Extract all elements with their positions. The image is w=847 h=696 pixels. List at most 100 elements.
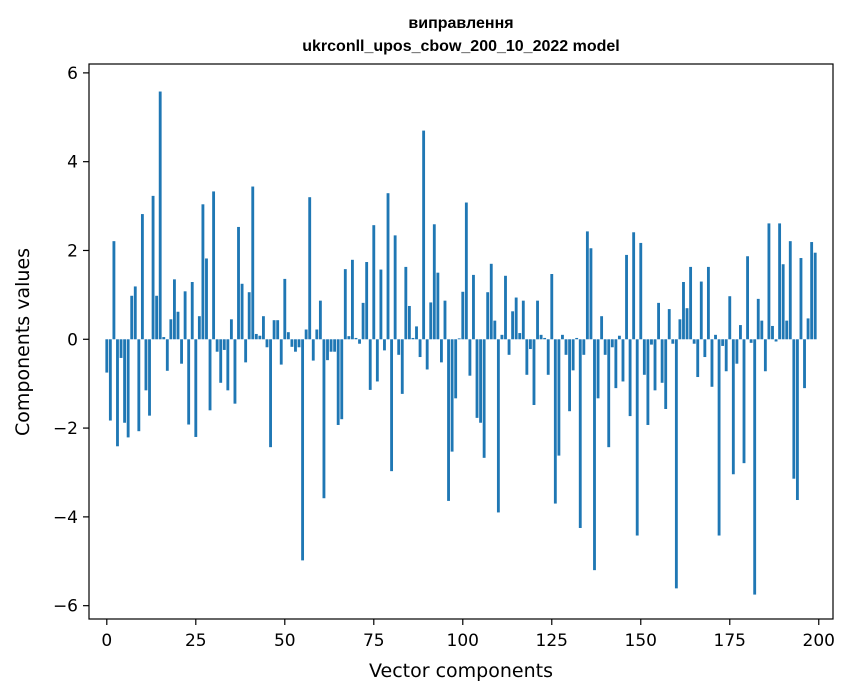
bar-component-18 — [169, 319, 173, 340]
bar-series — [105, 91, 817, 595]
bar-component-66 — [340, 339, 344, 420]
bar-component-13 — [151, 195, 155, 340]
bar-component-3 — [116, 339, 119, 447]
bar-component-22 — [183, 291, 187, 340]
bar-component-6 — [126, 339, 130, 438]
bar-component-132 — [575, 337, 579, 340]
bar-component-114 — [511, 311, 515, 340]
bar-component-94 — [440, 339, 443, 363]
bar-component-81 — [393, 235, 397, 340]
bar-component-11 — [144, 339, 148, 391]
chart-title-line-1: виправлення — [408, 15, 513, 32]
bar-component-98 — [454, 339, 458, 399]
bar-component-160 — [674, 339, 678, 589]
bar-component-191 — [785, 320, 789, 340]
x-tick-label: 175 — [714, 631, 746, 651]
bar-component-34 — [226, 339, 230, 391]
bar-component-150 — [639, 242, 643, 340]
bar-component-125 — [550, 274, 554, 340]
y-axis-label: Components values — [12, 248, 34, 436]
bar-component-105 — [479, 339, 483, 423]
bar-component-117 — [521, 300, 525, 340]
bar-component-141 — [607, 339, 611, 448]
bar-component-31 — [215, 339, 219, 352]
bar-component-33 — [222, 339, 226, 350]
bar-component-118 — [525, 339, 529, 375]
bar-component-128 — [561, 334, 564, 340]
bar-component-58 — [311, 339, 315, 361]
y-tick-label: 2 — [67, 241, 78, 261]
bar-component-100 — [461, 291, 465, 340]
bar-component-131 — [571, 339, 575, 371]
bar-component-46 — [269, 339, 272, 448]
bar-component-65 — [336, 339, 340, 425]
bar-component-64 — [333, 339, 337, 352]
bar-component-29 — [208, 339, 212, 411]
bar-component-199 — [813, 252, 817, 340]
bar-component-17 — [165, 339, 169, 371]
bar-component-35 — [229, 319, 233, 340]
bar-component-43 — [258, 335, 262, 340]
bar-component-144 — [617, 335, 621, 340]
bar-component-119 — [528, 339, 532, 350]
bar-component-175 — [728, 296, 732, 340]
bar-component-172 — [717, 339, 721, 536]
y-tick-label: 0 — [67, 330, 78, 350]
bar-component-74 — [368, 339, 372, 390]
bar-component-121 — [536, 300, 539, 340]
bar-component-52 — [290, 339, 294, 347]
bar-component-53 — [294, 339, 297, 352]
bar-component-186 — [767, 223, 771, 340]
bar-component-161 — [678, 319, 682, 340]
bar-component-72 — [361, 302, 365, 340]
bar-component-164 — [689, 266, 693, 340]
bar-component-108 — [489, 263, 493, 340]
x-tick-label: 125 — [536, 631, 568, 651]
x-tick-label: 50 — [274, 631, 296, 651]
bar-component-138 — [596, 339, 600, 399]
bar-component-9 — [137, 339, 141, 432]
bar-component-183 — [756, 298, 760, 340]
bar-component-143 — [614, 339, 618, 389]
bar-component-169 — [706, 266, 710, 340]
bar-component-109 — [493, 320, 497, 340]
bar-component-24 — [190, 282, 194, 340]
bar-component-14 — [155, 295, 159, 340]
bar-component-60 — [318, 300, 322, 340]
bar-component-126 — [553, 339, 557, 504]
bar-component-182 — [753, 339, 757, 595]
bar-component-91 — [429, 302, 433, 340]
bar-component-23 — [187, 339, 191, 425]
plot-frame — [88, 63, 834, 620]
bar-component-86 — [411, 337, 415, 340]
bar-component-155 — [657, 302, 660, 340]
bar-component-71 — [358, 339, 361, 344]
bar-component-61 — [322, 339, 326, 499]
bar-component-15 — [158, 91, 162, 340]
bar-component-80 — [390, 339, 394, 472]
bar-component-27 — [201, 204, 205, 340]
bar-component-19 — [173, 279, 176, 340]
bar-component-45 — [265, 339, 269, 348]
bar-component-137 — [593, 339, 596, 571]
bar-component-106 — [482, 339, 486, 458]
bar-component-187 — [771, 325, 774, 340]
bar-component-56 — [304, 329, 308, 340]
bar-component-62 — [326, 339, 329, 361]
bar-component-40 — [247, 292, 251, 340]
bar-component-142 — [610, 339, 614, 348]
bar-component-68 — [347, 336, 351, 340]
bar-component-122 — [539, 334, 543, 340]
bar-component-30 — [212, 191, 216, 340]
bar-component-51 — [286, 332, 290, 340]
bar-component-196 — [803, 339, 806, 389]
bar-component-4 — [119, 339, 123, 358]
y-axis-ticks: −6 −4 −2 0 2 4 6 — [53, 64, 89, 617]
bar-component-198 — [810, 242, 814, 340]
y-tick-label: −6 — [53, 597, 78, 617]
bar-component-41 — [251, 186, 255, 340]
bar-component-49 — [279, 339, 283, 365]
bar-component-154 — [653, 339, 657, 391]
bar-component-152 — [646, 339, 650, 425]
bar-component-8 — [133, 286, 137, 340]
